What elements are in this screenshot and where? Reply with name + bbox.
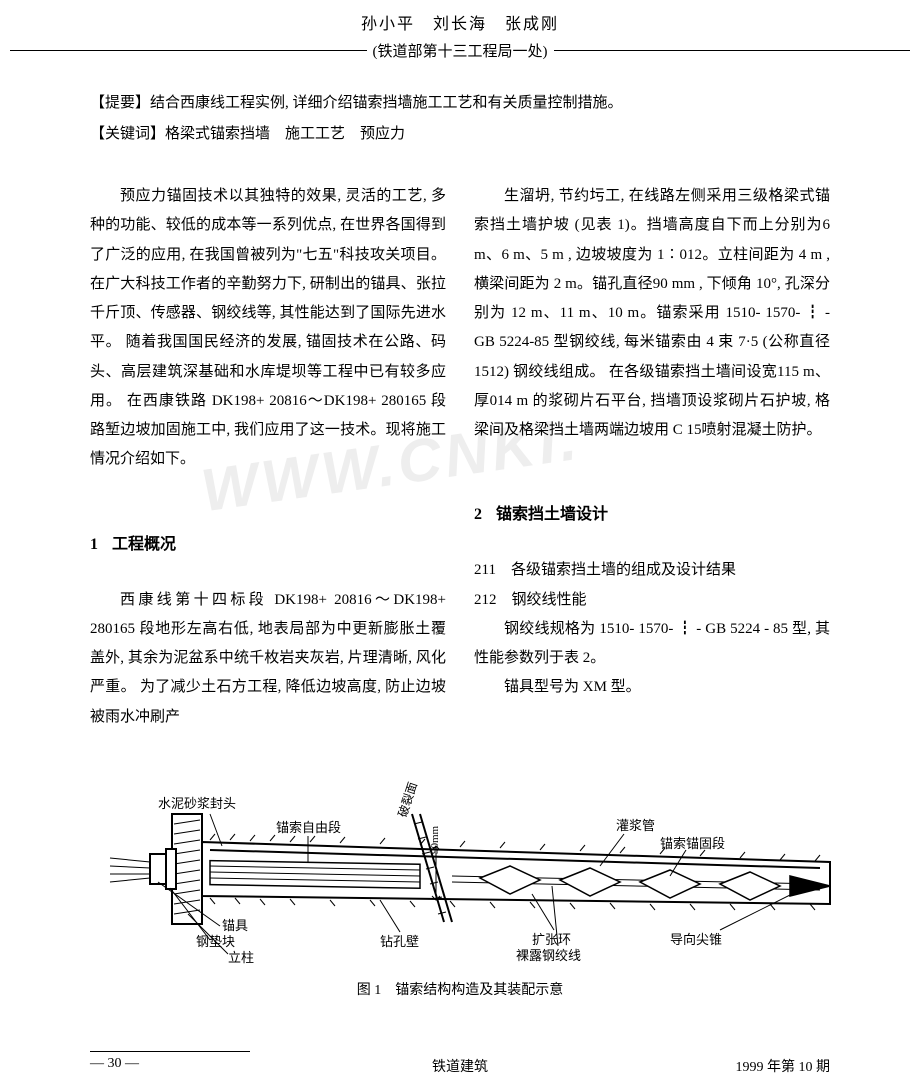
fig-label-guide-cone: 导向尖锥 bbox=[670, 932, 722, 947]
left-p2: 西康线第十四标段 DK198+ 20816～DK198+ 280165 段地形左… bbox=[90, 586, 446, 732]
rule-left bbox=[10, 50, 367, 51]
section-1-heading: 1 工程概况 bbox=[90, 529, 446, 560]
section-2-heading: 2 锚索挡土墙设计 bbox=[474, 499, 830, 530]
fig-label-anchor-tool: 锚具 bbox=[222, 918, 248, 933]
sub-211-num: 211 bbox=[474, 562, 496, 578]
anchor-diagram-svg: 水泥砂浆封头 破裂面 锚索自由段 90mm 灌浆管 锚索锚固段 锚具 钢垫块 立… bbox=[60, 754, 860, 964]
keywords: 【关键词】格梁式锚索挡墙 施工工艺 预应力 bbox=[90, 120, 830, 149]
figure-1: 水泥砂浆封头 破裂面 锚索自由段 90mm 灌浆管 锚索锚固段 锚具 钢垫块 立… bbox=[60, 754, 860, 999]
fig-label-bare-strand: 裸露钢绞线 bbox=[516, 948, 581, 963]
two-column-body: 预应力锚固技术以其独特的效果, 灵活的工艺, 多种的功能、较低的成本等一系列优点… bbox=[90, 182, 830, 732]
section-2-num: 2 bbox=[474, 506, 482, 523]
page-number: — 30 — bbox=[90, 1056, 139, 1076]
rule-right bbox=[554, 50, 911, 51]
fig-label-90mm: 90mm bbox=[429, 825, 441, 854]
sub-212-num: 212 bbox=[474, 592, 497, 608]
issue-info: 1999 年第 10 期 bbox=[736, 1056, 831, 1076]
keywords-text: 格梁式锚索挡墙 施工工艺 预应力 bbox=[165, 126, 405, 142]
fig-label-borehole-wall: 钻孔壁 bbox=[380, 934, 419, 949]
page-footer: — 30 — 铁道建筑 1999 年第 10 期 bbox=[0, 1056, 920, 1076]
figure-1-caption: 图 1 锚索结构构造及其装配示意 bbox=[60, 979, 860, 999]
right-p3: 锚具型号为 XM 型。 bbox=[474, 673, 830, 702]
fig-label-cement-head: 水泥砂浆封头 bbox=[158, 796, 236, 811]
fig-label-steel-plate: 钢垫块 bbox=[196, 934, 235, 949]
authors-line: 孙小平 刘长海 张成刚 bbox=[0, 0, 920, 34]
abstract: 【提要】结合西康线工程实例, 详细介绍锚索挡墙施工工艺和有关质量控制措施。 bbox=[90, 89, 830, 118]
left-p1: 预应力锚固技术以其独特的效果, 灵活的工艺, 多种的功能、较低的成本等一系列优点… bbox=[90, 182, 446, 475]
affiliation-text: (铁道部第十三工程局一处) bbox=[367, 40, 554, 61]
sub-211-text: 各级锚索挡土墙的组成及设计结果 bbox=[511, 562, 736, 578]
right-p1: 生溜坍, 节约圬工, 在线路左侧采用三级格梁式锚索挡土墙护坡 (见表 1)。挡墙… bbox=[474, 182, 830, 445]
subsection-211: 211 各级锚索挡土墙的组成及设计结果 bbox=[474, 556, 830, 585]
fig-label-fracture-plane: 破裂面 bbox=[395, 780, 420, 819]
fig-label-anchoring-segment: 锚索锚固段 bbox=[660, 836, 725, 851]
keywords-label: 【关键词】 bbox=[90, 126, 165, 142]
fig-label-expansion-ring: 扩张环 bbox=[532, 932, 571, 947]
affiliation-row: (铁道部第十三工程局一处) bbox=[0, 40, 920, 61]
right-column: 生溜坍, 节约圬工, 在线路左侧采用三级格梁式锚索挡土墙护坡 (见表 1)。挡墙… bbox=[474, 182, 830, 732]
footer-rule bbox=[90, 1051, 250, 1052]
section-1-num: 1 bbox=[90, 536, 98, 553]
fig-label-column: 立柱 bbox=[228, 950, 254, 964]
subsection-212: 212 钢绞线性能 bbox=[474, 586, 830, 615]
sub-212-text: 钢绞线性能 bbox=[512, 592, 587, 608]
section-1-text: 工程概况 bbox=[112, 536, 176, 553]
abstract-text: 结合西康线工程实例, 详细介绍锚索挡墙施工工艺和有关质量控制措施。 bbox=[150, 95, 623, 111]
abstract-label: 【提要】 bbox=[90, 95, 150, 111]
fig-label-grout-pipe: 灌浆管 bbox=[616, 818, 655, 833]
left-column: 预应力锚固技术以其独特的效果, 灵活的工艺, 多种的功能、较低的成本等一系列优点… bbox=[90, 182, 446, 732]
journal-name: 铁道建筑 bbox=[432, 1056, 488, 1076]
right-p2: 钢绞线规格为 1510- 1570- ┇ - GB 5224 - 85 型, 其… bbox=[474, 615, 830, 674]
section-2-text: 锚索挡土墙设计 bbox=[496, 506, 608, 523]
fig-label-free-segment: 锚索自由段 bbox=[276, 820, 341, 835]
